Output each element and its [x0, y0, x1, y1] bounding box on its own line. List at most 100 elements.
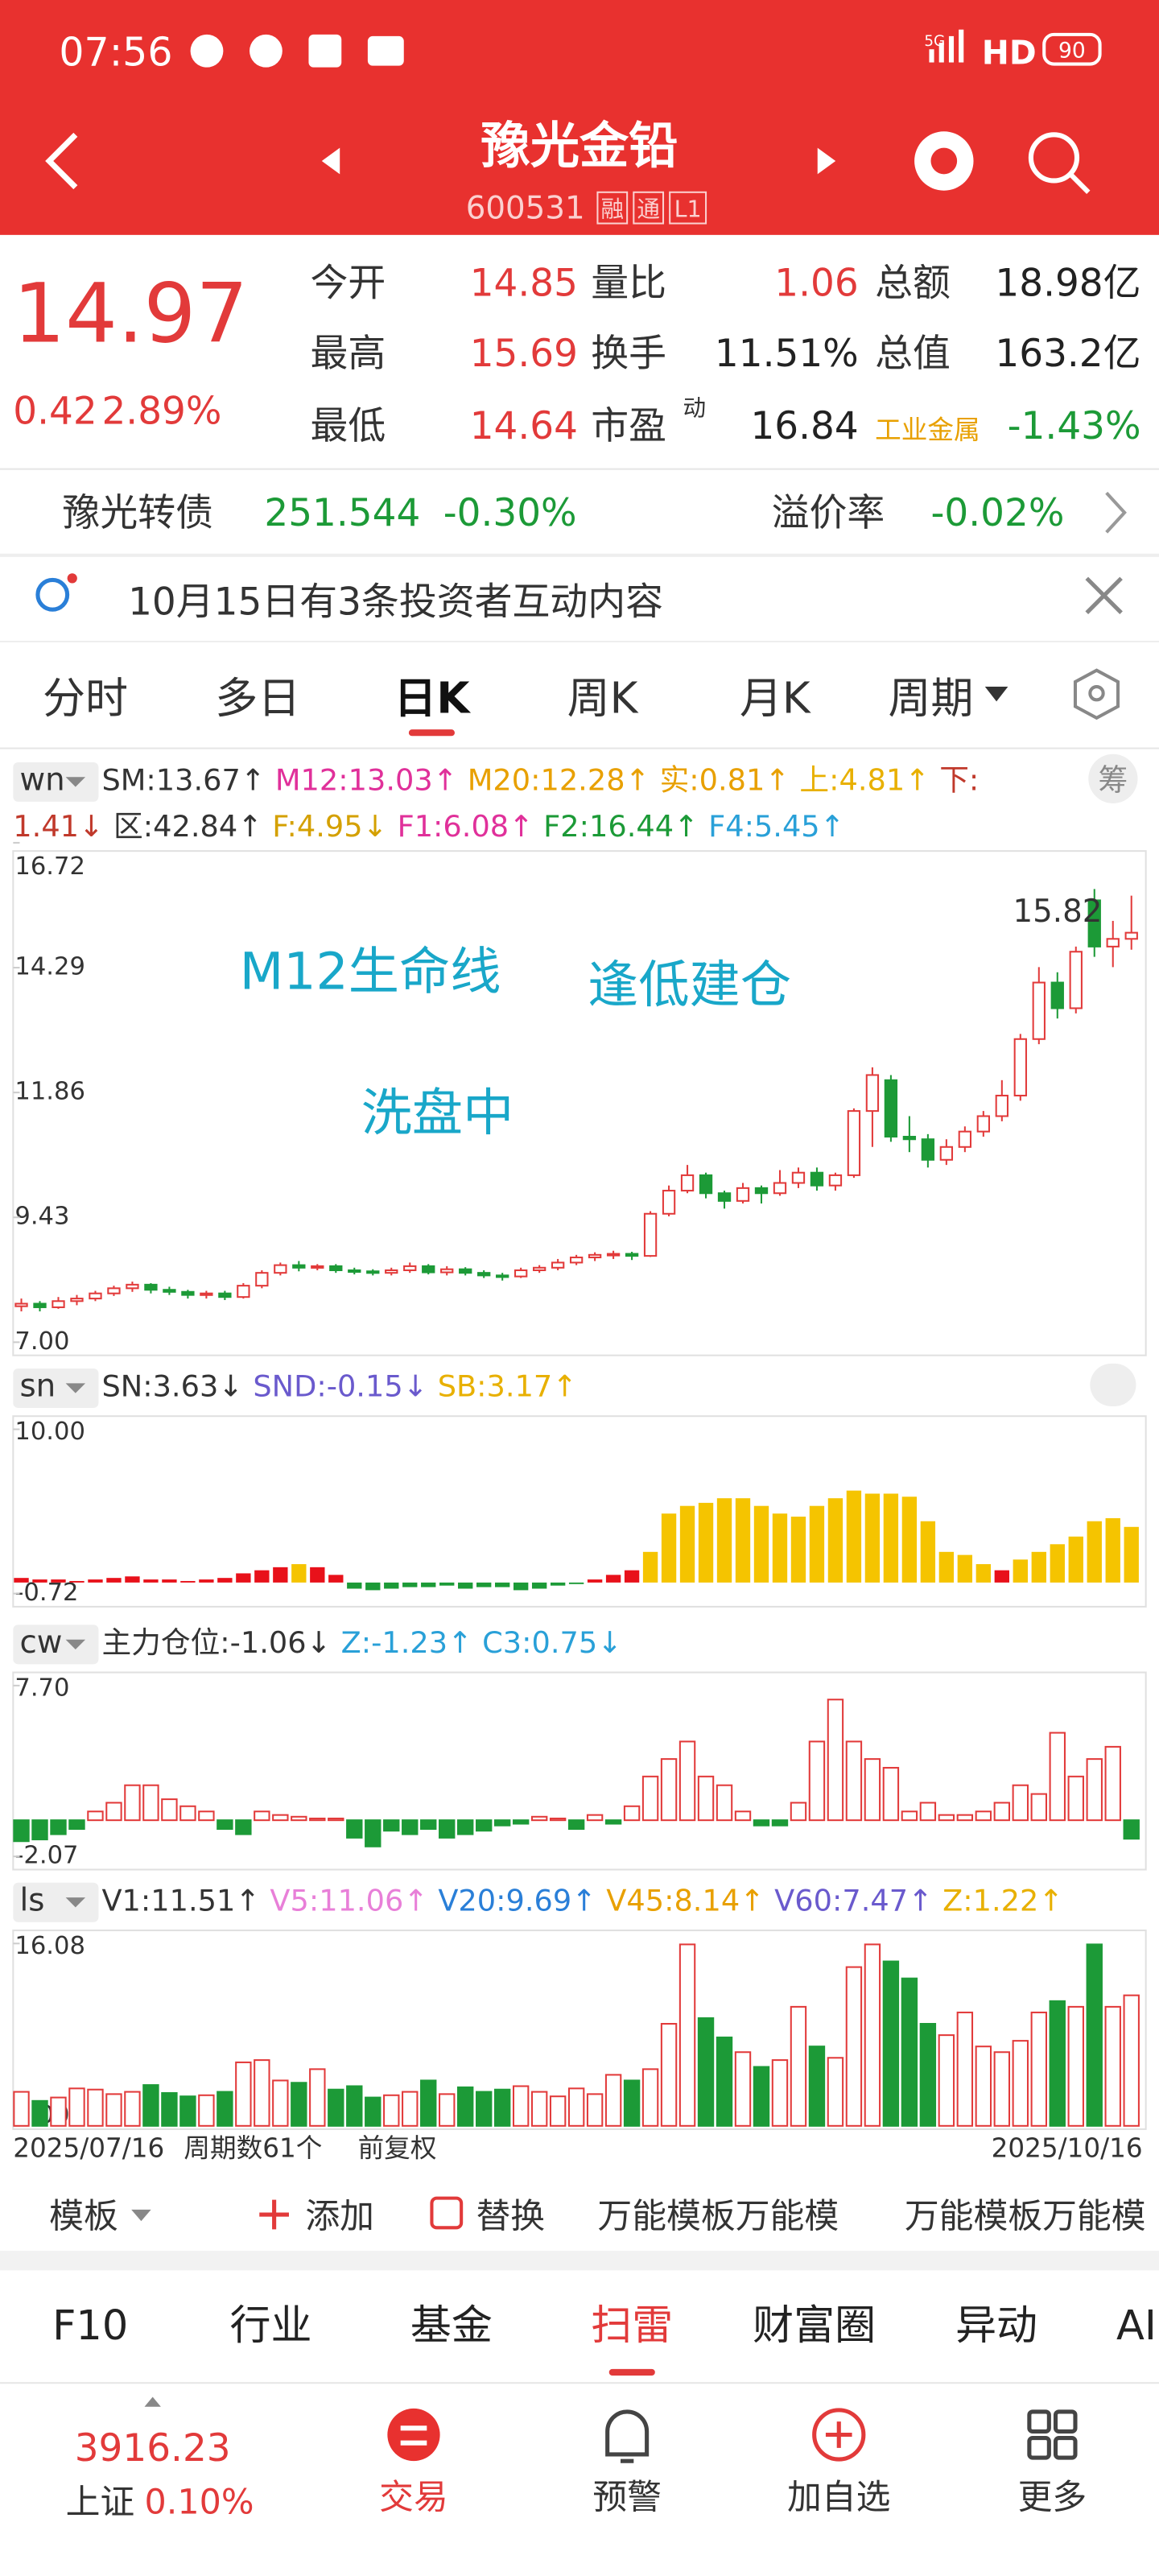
toolbar-item[interactable]: 万能模板万能模	[905, 2196, 1146, 2236]
tab[interactable]: 日K	[394, 674, 471, 724]
grid-cell	[1053, 2436, 1078, 2460]
bottom-tab[interactable]: AI	[1116, 2302, 1157, 2350]
toolbar-item[interactable]: 添加	[305, 2196, 374, 2236]
footer-label: 2025/07/16	[13, 2133, 164, 2164]
cw-bar	[808, 1740, 826, 1822]
tab[interactable]: 多日	[215, 674, 300, 724]
cw-bar	[975, 1810, 992, 1822]
cw-bar	[346, 1819, 363, 1839]
badge-box	[669, 191, 707, 225]
indicator-switch[interactable]	[13, 1882, 99, 1922]
candle-body	[625, 1253, 639, 1257]
candle-body	[828, 1174, 843, 1187]
volume-bar	[919, 2023, 937, 2127]
candle-body	[1069, 951, 1083, 1009]
sn-bar	[1013, 1559, 1028, 1583]
candle-body	[144, 1283, 158, 1291]
indicator-value: 1.41↓	[13, 809, 103, 844]
volume-bar	[105, 2093, 122, 2127]
nav-label[interactable]: 交易	[379, 2477, 448, 2517]
index-value[interactable]: 3916.23	[75, 2426, 231, 2471]
bulb	[35, 577, 70, 612]
bottom-tab[interactable]: 行业	[230, 2302, 312, 2350]
volume-bar	[1086, 1943, 1103, 2127]
candle-body	[496, 1274, 509, 1278]
volume-bar	[50, 2096, 67, 2127]
bottom-tab[interactable]: 基金	[410, 2302, 493, 2350]
nav-label[interactable]: 预警	[592, 2477, 662, 2517]
toolbar-item[interactable]: 万能模板万能模	[597, 2196, 839, 2236]
tab[interactable]: 周K	[567, 674, 639, 724]
tabs: 分时 多日 日K 周K 月K 周期	[43, 674, 973, 724]
expand-button[interactable]	[1090, 1363, 1136, 1406]
candle-body	[1013, 1038, 1027, 1096]
candle-body	[532, 1266, 547, 1272]
close[interactable]	[1085, 576, 1123, 615]
bottom-tab[interactable]: 财富圈	[753, 2302, 876, 2350]
settings[interactable]	[1073, 668, 1120, 720]
plot-frame	[12, 1415, 1147, 1608]
dropdown	[984, 687, 1008, 702]
tab[interactable]: 周期	[888, 674, 973, 724]
bottom-tab[interactable]: 扫雷	[591, 2302, 673, 2350]
y-tick-label: 14.29	[14, 953, 85, 981]
indicator-switch[interactable]	[13, 762, 99, 802]
bond-change: -0.30%	[443, 491, 577, 535]
search[interactable]	[1028, 132, 1080, 184]
header-bg	[0, 0, 1159, 235]
badge-box	[596, 191, 629, 225]
tab[interactable]: 分时	[43, 674, 128, 724]
indicator-value: SN:3.63↓	[101, 1369, 243, 1404]
plot-frame	[12, 1671, 1147, 1871]
sn-bar	[994, 1570, 1010, 1583]
cw-bar	[50, 1819, 67, 1835]
high-label: 15.82	[1013, 894, 1102, 930]
cw-bar	[623, 1805, 641, 1822]
toolbar-item[interactable]: 模板	[49, 2196, 118, 2236]
candle-body	[459, 1268, 472, 1274]
sn-bar	[180, 1580, 196, 1583]
add-glyph	[825, 2421, 852, 2448]
candle-body	[274, 1264, 287, 1274]
y-tick-label: -0.72	[14, 1579, 78, 1607]
add-icon[interactable]	[812, 2408, 866, 2462]
divider	[0, 468, 1159, 470]
back[interactable]	[45, 132, 78, 190]
sn-bar	[624, 1570, 640, 1583]
sn-bar	[162, 1579, 177, 1583]
sn-bar	[1087, 1521, 1102, 1583]
bottom-tab[interactable]: F10	[52, 2302, 128, 2350]
volume-bar	[1049, 2000, 1066, 2127]
nav-label[interactable]: 加自选	[787, 2477, 890, 2517]
chip-button[interactable]	[1088, 753, 1138, 803]
candle-body	[385, 1269, 398, 1274]
bell[interactable]	[605, 2409, 650, 2463]
tab[interactable]: 月K	[740, 674, 811, 724]
trade-icon[interactable]	[387, 2408, 440, 2462]
candle-body	[1106, 938, 1120, 947]
chevron[interactable]	[1105, 491, 1127, 534]
more-icon[interactable]	[1027, 2409, 1078, 2460]
indicator-switch[interactable]	[13, 1624, 99, 1665]
next-stock[interactable]	[817, 147, 836, 175]
sn-bar	[809, 1505, 825, 1583]
sn-bar	[125, 1576, 140, 1583]
indicator-switch[interactable]	[13, 1368, 99, 1408]
stock-name: 豫光金铅	[481, 118, 678, 175]
volume-bar	[1104, 2005, 1121, 2127]
volume-bar	[790, 2005, 807, 2127]
indicator-values: V1:11.51↑ V5:11.06↑ V20:9.69↑ V45:8.14↑ V60:…	[101, 1883, 1063, 1918]
settings-dot	[1088, 685, 1105, 702]
notice[interactable]: 10月15日有3条投资者互动内容	[128, 580, 663, 624]
cw-bar	[235, 1819, 252, 1835]
badges: 融通 L1	[596, 191, 707, 225]
sn-bar	[32, 1579, 47, 1583]
battery	[1042, 32, 1102, 66]
prev-stock[interactable]	[321, 147, 340, 175]
candle-body	[921, 1138, 935, 1161]
toolbar-item[interactable]: 替换	[476, 2196, 546, 2236]
bottom-tab[interactable]: 异动	[955, 2302, 1037, 2350]
volume-bar	[254, 2059, 270, 2127]
nav-label[interactable]: 更多	[1018, 2477, 1087, 2517]
